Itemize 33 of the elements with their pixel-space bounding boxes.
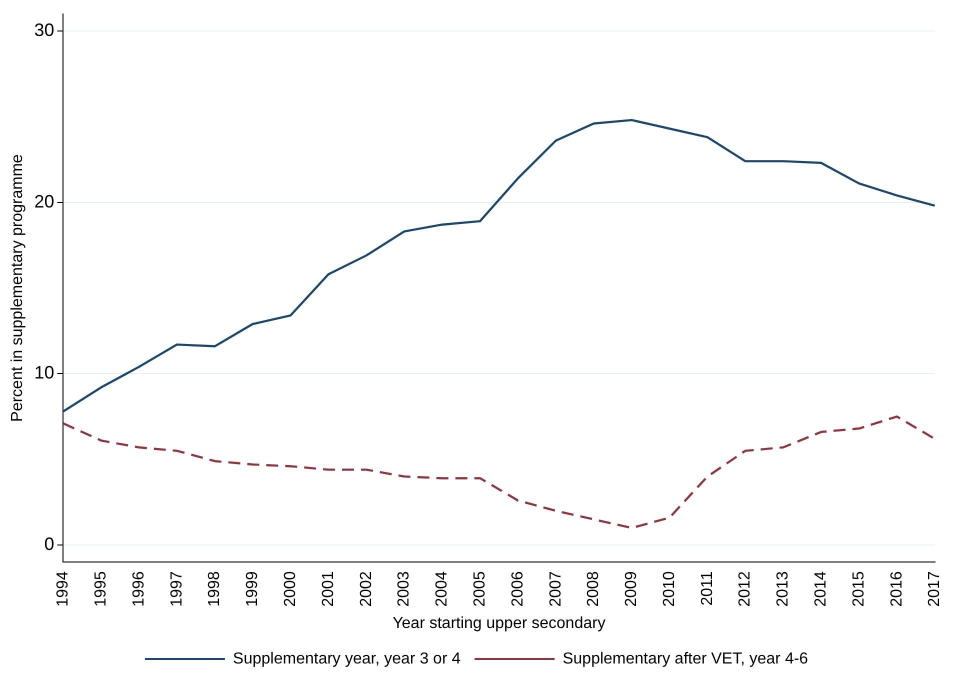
legend-label: Supplementary after VET, year 4-6 [562,650,808,668]
x-tick-label: 1995 [92,571,110,607]
x-tick-label: 2011 [698,571,716,606]
x-tick-label: 2000 [282,571,299,607]
x-tick-label: 2001 [320,571,337,607]
x-tick-label: 2010 [660,571,678,607]
x-tick-label: 2016 [888,571,906,607]
x-tick-label: 1996 [130,571,148,607]
x-tick-label: 2008 [585,571,602,607]
x-tick-label: 2007 [547,571,564,607]
legend-label: Supplementary year, year 3 or 4 [232,650,461,668]
x-tick-label: 2017 [926,571,944,607]
x-tick-label: 2012 [736,571,754,607]
x-tick-label: 1997 [168,571,186,607]
x-tick-label: 2002 [358,571,375,607]
x-tick-label: 2015 [850,571,868,607]
x-tick-label: 2009 [623,571,640,607]
x-axis-title: Year starting upper secondary [392,614,606,632]
x-tick-label: 1999 [244,571,262,607]
line-series [62,415,936,530]
y-tick-label: 30 [34,20,54,40]
x-tick-label: 2014 [812,571,830,607]
y-tick-label: 0 [44,534,54,554]
x-tick-label: 1998 [206,571,224,607]
y-axis-title: Percent in supplementary programme [9,154,26,422]
x-tick-label: 2006 [509,571,526,607]
x-tick-label: 1994 [54,571,72,607]
x-tick-label: 2003 [396,571,413,607]
x-tick-label: 2013 [774,571,792,607]
y-tick-label: 10 [34,362,54,383]
y-tick-label: 20 [34,191,54,212]
x-tick-label: 2005 [471,571,488,607]
x-tick-label: 2004 [434,571,451,607]
